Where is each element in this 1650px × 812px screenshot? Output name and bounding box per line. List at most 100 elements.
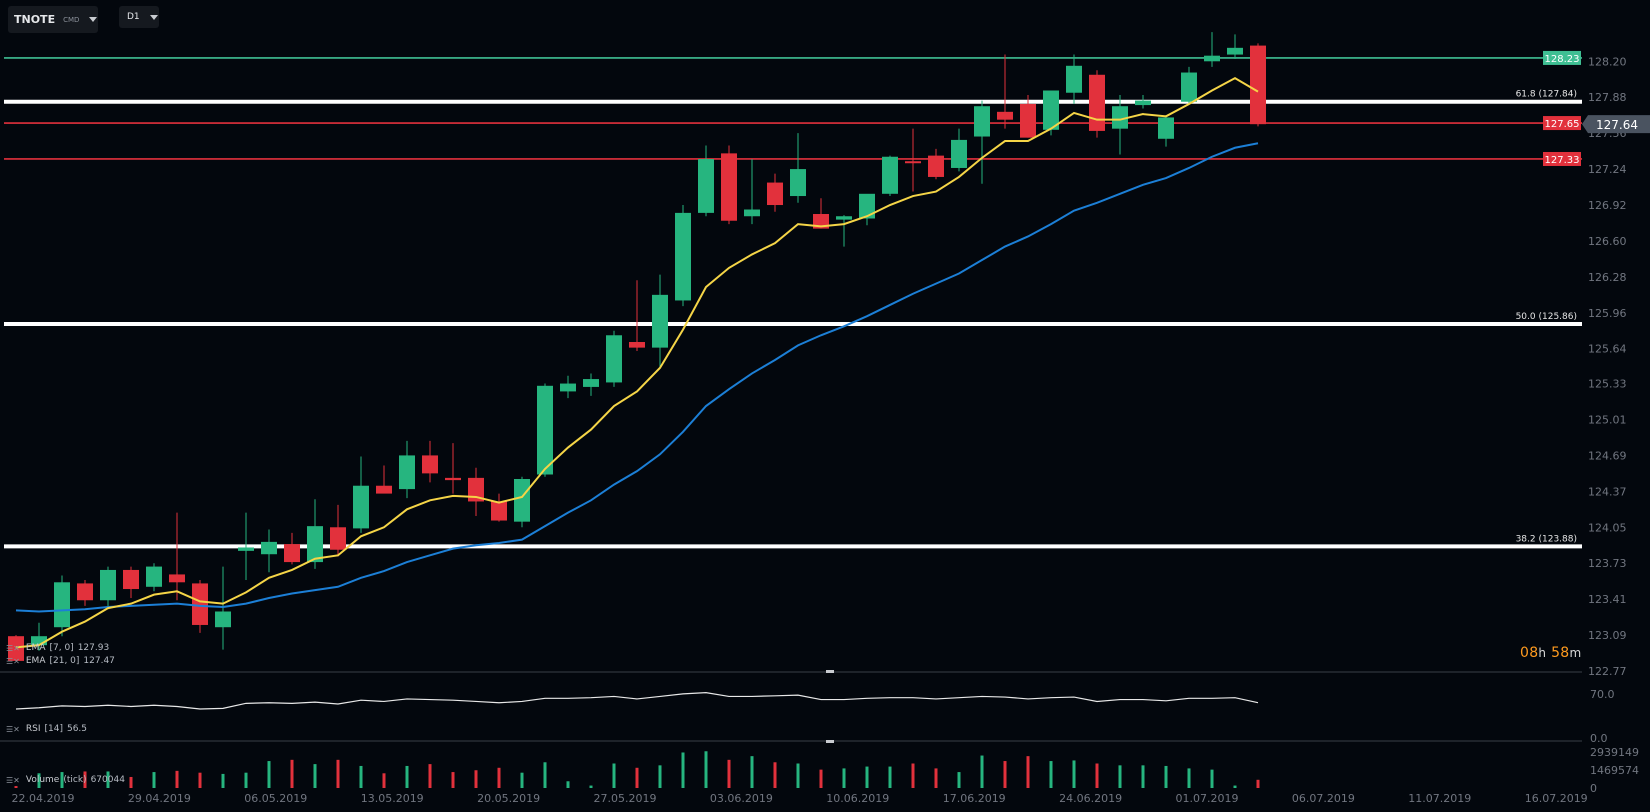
countdown-minutes: 58 bbox=[1551, 645, 1570, 661]
indicator-params: [21, 0] bbox=[49, 656, 80, 666]
date-tick-label: 06.07.2019 bbox=[1292, 792, 1355, 805]
candle-body bbox=[583, 379, 599, 387]
volume-bar bbox=[773, 762, 777, 788]
level-label-box bbox=[1543, 151, 1581, 166]
countdown-minutes-unit: m bbox=[1569, 646, 1582, 660]
candle-body bbox=[399, 455, 415, 490]
price-tick-label: 124.05 bbox=[1588, 521, 1627, 534]
symbol-name: TNOTE bbox=[14, 13, 56, 26]
candle-body bbox=[1020, 103, 1036, 138]
candle-body bbox=[951, 139, 967, 168]
candle-body bbox=[997, 111, 1013, 120]
volume-bar bbox=[106, 771, 110, 788]
volume-bar bbox=[405, 765, 409, 788]
countdown-hours-unit: h bbox=[1538, 646, 1547, 660]
indicator-value: 56.5 bbox=[66, 724, 88, 734]
price-tick-label: 125.64 bbox=[1588, 343, 1627, 356]
symbol-type: CMD bbox=[63, 15, 80, 24]
indicator-rsi[interactable]: ☰✕ RSI [14] 56.5 bbox=[6, 724, 87, 734]
date-tick-label: 10.06.2019 bbox=[826, 792, 889, 805]
volume-bar bbox=[221, 773, 225, 788]
date-tick-label: 29.04.2019 bbox=[128, 792, 191, 805]
candle-body bbox=[54, 582, 70, 628]
level-label: 127.33 bbox=[1545, 155, 1580, 166]
volume-bar bbox=[244, 772, 248, 788]
candle-body bbox=[537, 385, 553, 475]
candle-body bbox=[1135, 100, 1151, 106]
volume-bar bbox=[1072, 760, 1076, 788]
candle-body bbox=[1112, 106, 1128, 129]
current-price-label: 127.64 bbox=[1596, 118, 1638, 132]
candle-body bbox=[675, 212, 691, 301]
volume-bar bbox=[819, 769, 823, 788]
candle-body bbox=[882, 156, 898, 194]
volume-bar bbox=[129, 776, 133, 788]
volume-bar bbox=[1049, 761, 1053, 788]
candle-body bbox=[606, 335, 622, 383]
date-tick-label: 24.06.2019 bbox=[1059, 792, 1122, 805]
date-tick-label: 27.05.2019 bbox=[594, 792, 657, 805]
candle-body bbox=[238, 547, 254, 551]
fibonacci-label: 61.8 (127.84) bbox=[1516, 90, 1577, 100]
price-tick-label: 122.77 bbox=[1588, 665, 1627, 678]
settings-icon[interactable]: ☰✕ bbox=[6, 643, 20, 653]
indicator-ema-fast[interactable]: ☰✕ EMA [7, 0] 127.93 bbox=[6, 643, 109, 653]
candle-body bbox=[169, 574, 185, 583]
price-tick-label: 124.69 bbox=[1588, 449, 1627, 462]
volume-bar bbox=[428, 764, 432, 788]
candle-body bbox=[31, 636, 47, 646]
volume-bar bbox=[1256, 779, 1260, 788]
candle-body bbox=[1158, 117, 1174, 139]
candle-body bbox=[468, 477, 484, 502]
indicator-ema-slow[interactable]: ☰✕ EMA [21, 0] 127.47 bbox=[6, 656, 115, 666]
volume-bar bbox=[37, 773, 41, 788]
timeframe-label: D1 bbox=[127, 12, 140, 22]
candle-body bbox=[652, 294, 668, 348]
date-tick-label: 06.05.2019 bbox=[244, 792, 307, 805]
volume-bar bbox=[865, 766, 869, 788]
price-tick-label: 127.24 bbox=[1588, 163, 1627, 176]
price-tick-label: 125.33 bbox=[1588, 378, 1627, 391]
volume-bar bbox=[290, 759, 294, 788]
current-price-tag bbox=[1582, 115, 1650, 134]
indicator-volume[interactable]: ☰✕ Volume (tick) 670044 bbox=[6, 775, 125, 785]
candle-body bbox=[1181, 72, 1197, 102]
volume-bar bbox=[175, 770, 179, 788]
symbol-selector[interactable]: TNOTE CMD bbox=[8, 6, 98, 33]
price-tick-label: 126.28 bbox=[1588, 271, 1627, 284]
settings-icon[interactable]: ☰✕ bbox=[6, 724, 20, 734]
candle-body bbox=[928, 155, 944, 177]
level-label: 128.23 bbox=[1545, 54, 1580, 65]
candle-body bbox=[376, 485, 392, 494]
rsi-tick-label: 70.0 bbox=[1590, 688, 1615, 701]
rsi-tick-label: 0.0 bbox=[1590, 732, 1608, 745]
price-tick-label: 125.96 bbox=[1588, 307, 1627, 320]
candle-body bbox=[629, 342, 645, 348]
candle-body bbox=[284, 544, 300, 563]
indicator-value: 127.47 bbox=[83, 656, 115, 666]
candle-body bbox=[1250, 45, 1266, 125]
timeframe-selector[interactable]: D1 bbox=[119, 6, 159, 28]
bar-countdown: 08h 58m bbox=[1520, 645, 1582, 661]
date-tick-label: 17.06.2019 bbox=[943, 792, 1006, 805]
candle-body bbox=[767, 182, 783, 206]
volume-bar bbox=[727, 759, 731, 788]
date-tick-label: 11.07.2019 bbox=[1408, 792, 1471, 805]
settings-icon[interactable]: ☰✕ bbox=[6, 775, 20, 785]
fibonacci-label: 38.2 (123.88) bbox=[1516, 534, 1577, 544]
date-tick-label: 22.04.2019 bbox=[12, 792, 75, 805]
volume-bar bbox=[474, 770, 478, 788]
candle-body bbox=[261, 541, 277, 555]
settings-icon[interactable]: ☰✕ bbox=[6, 656, 20, 666]
volume-bar bbox=[635, 767, 639, 788]
volume-bar bbox=[681, 752, 685, 788]
price-tick-label: 125.01 bbox=[1588, 413, 1627, 426]
ema-slow-line bbox=[15, 142, 1259, 613]
pane-resize-handle bbox=[826, 670, 834, 673]
date-tick-label: 01.07.2019 bbox=[1176, 792, 1239, 805]
volume-bar bbox=[1118, 765, 1122, 788]
candle-body bbox=[330, 527, 346, 550]
candle-body bbox=[8, 636, 24, 661]
level-label-box bbox=[1543, 50, 1581, 65]
